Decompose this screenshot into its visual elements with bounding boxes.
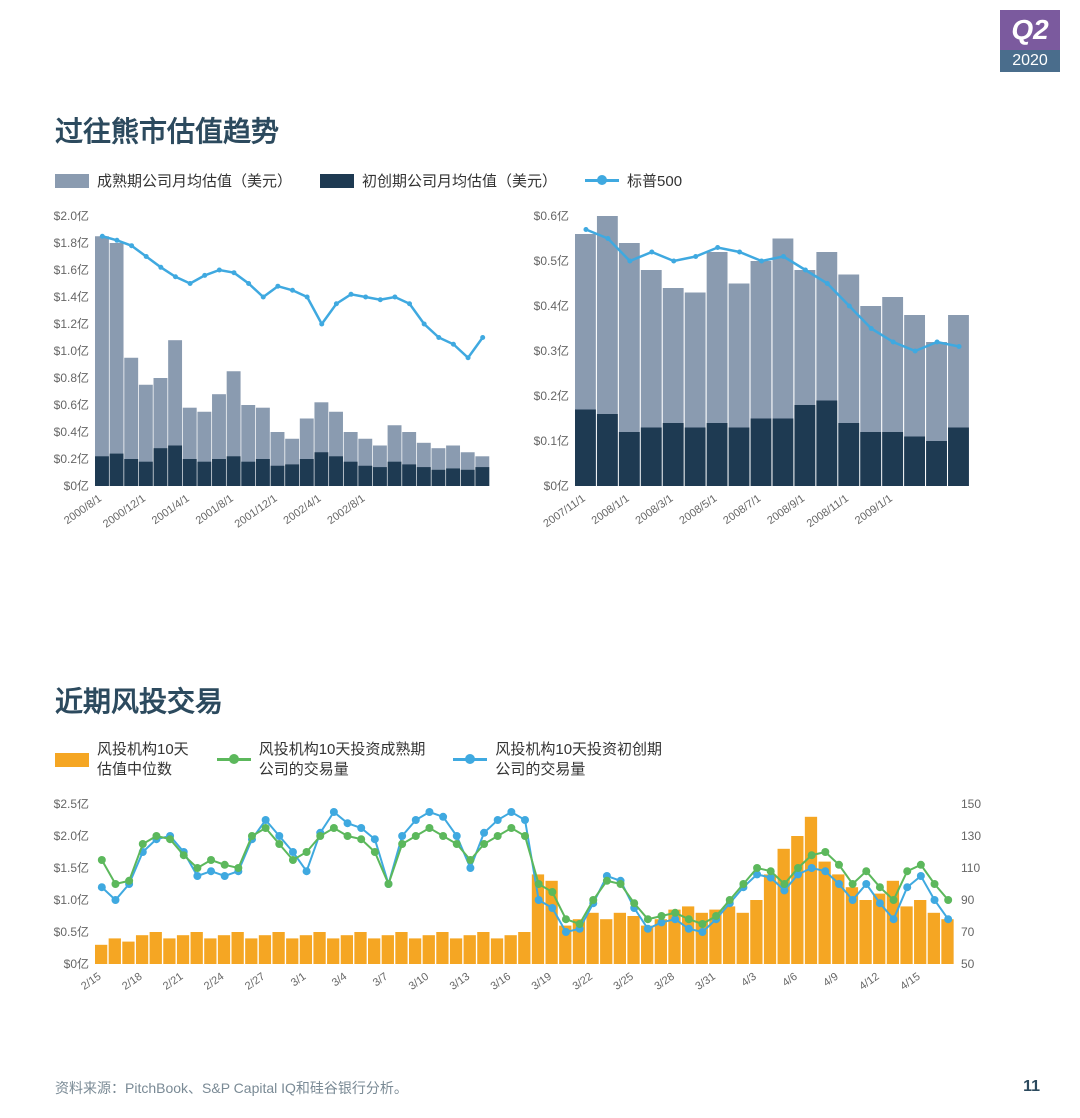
svg-text:2000/8/1: 2000/8/1	[62, 493, 104, 527]
svg-text:$2.5亿: $2.5亿	[54, 799, 89, 811]
svg-text:2/18: 2/18	[120, 971, 144, 993]
legend-item: 成熟期公司月均估值（美元）	[55, 170, 292, 191]
svg-text:$1.4亿: $1.4亿	[54, 289, 89, 304]
svg-text:4/9: 4/9	[821, 971, 840, 990]
svg-text:$1.6亿: $1.6亿	[54, 262, 89, 277]
svg-text:130: 130	[961, 829, 981, 843]
svg-text:2008/1/1: 2008/1/1	[590, 493, 632, 527]
legend-item: 风投机构10天 估值中位数	[55, 740, 189, 779]
svg-text:2008/5/1: 2008/5/1	[677, 493, 719, 527]
svg-text:2008/7/1: 2008/7/1	[721, 493, 763, 527]
svg-text:2/21: 2/21	[161, 971, 185, 993]
svg-text:3/1: 3/1	[289, 971, 308, 990]
quarter-label: Q2	[1000, 10, 1060, 50]
svg-text:2007/11/1: 2007/11/1	[541, 493, 587, 530]
svg-text:150: 150	[961, 799, 981, 811]
svg-text:3/4: 3/4	[330, 971, 349, 990]
svg-text:2001/4/1: 2001/4/1	[150, 493, 192, 527]
svg-text:$0.5亿: $0.5亿	[54, 924, 89, 939]
svg-text:2000/12/1: 2000/12/1	[101, 493, 148, 531]
section2-legend: 风投机构10天 估值中位数风投机构10天投资成熟期 公司的交易量风投机构10天投…	[55, 740, 1080, 779]
svg-text:2009/1/1: 2009/1/1	[853, 493, 895, 527]
svg-text:2/15: 2/15	[79, 971, 103, 993]
svg-text:$0亿: $0亿	[544, 478, 569, 493]
chart-bear-2008: $0亿 $0.1亿 $0.2亿 $0.3亿 $0.4亿 $0.5亿 $0.6亿 2007/11…	[520, 211, 980, 541]
svg-text:3/13: 3/13	[448, 971, 472, 993]
svg-text:2002/4/1: 2002/4/1	[282, 493, 324, 527]
svg-text:$1.2亿: $1.2亿	[54, 316, 89, 331]
page-number: 11	[1023, 1078, 1040, 1098]
svg-text:$0.2亿: $0.2亿	[54, 451, 89, 466]
svg-text:3/10: 3/10	[407, 971, 431, 993]
svg-text:3/7: 3/7	[371, 971, 390, 990]
svg-text:$0.1亿: $0.1亿	[534, 433, 569, 448]
svg-text:2001/12/1: 2001/12/1	[233, 493, 280, 531]
svg-text:3/22: 3/22	[571, 971, 595, 993]
chart-bear-2000: $0亿 $0.2亿 $0.4亿 $0.6亿 $0.8亿 $1.0亿 $1.2亿 $1.4亿 $1…	[40, 211, 500, 541]
chart-recent-vc: $0亿 $0.5亿 $1.0亿 $1.5亿 $2.0亿 $2.5亿 50 70 90 110 130…	[40, 799, 1000, 1009]
legend-item: 风投机构10天投资成熟期 公司的交易量	[217, 740, 426, 779]
svg-text:$1.5亿: $1.5亿	[54, 860, 89, 875]
section2-title: 近期风投交易	[55, 680, 1080, 720]
svg-text:2001/8/1: 2001/8/1	[194, 493, 236, 527]
section1-title: 过往熊市估值趋势	[55, 110, 1080, 150]
svg-text:$0.8亿: $0.8亿	[54, 370, 89, 385]
svg-text:$0亿: $0亿	[64, 478, 89, 493]
svg-text:$0亿: $0亿	[64, 956, 89, 971]
svg-text:$1.0亿: $1.0亿	[54, 343, 89, 358]
svg-text:2/27: 2/27	[243, 971, 267, 993]
year-label: 2020	[1000, 50, 1060, 72]
svg-text:3/31: 3/31	[693, 971, 717, 993]
svg-text:$0.6亿: $0.6亿	[534, 211, 569, 223]
svg-text:3/16: 3/16	[489, 971, 513, 993]
svg-text:$2.0亿: $2.0亿	[54, 828, 89, 843]
svg-text:70: 70	[961, 925, 975, 939]
legend-item: 标普500	[585, 170, 682, 191]
svg-text:110: 110	[961, 861, 980, 875]
svg-text:$2.0亿: $2.0亿	[54, 211, 89, 223]
svg-text:2008/3/1: 2008/3/1	[634, 493, 676, 527]
svg-text:4/3: 4/3	[739, 971, 758, 990]
svg-text:$0.4亿: $0.4亿	[54, 424, 89, 439]
quarter-badge: Q2 2020	[1000, 10, 1060, 72]
footer: 资料来源：PitchBook、S&P Capital IQ和硅谷银行分析。 11	[55, 1078, 1040, 1098]
svg-text:$0.6亿: $0.6亿	[54, 397, 89, 412]
svg-text:90: 90	[961, 893, 975, 907]
svg-text:2008/11/1: 2008/11/1	[805, 493, 851, 530]
svg-text:4/12: 4/12	[857, 971, 881, 993]
svg-text:$0.4亿: $0.4亿	[534, 298, 569, 313]
svg-text:50: 50	[961, 957, 975, 971]
svg-text:2002/8/1: 2002/8/1	[325, 493, 367, 527]
svg-text:4/15: 4/15	[898, 971, 922, 993]
svg-text:$0.2亿: $0.2亿	[534, 388, 569, 403]
legend-item: 风投机构10天投资初创期 公司的交易量	[453, 740, 662, 779]
source-note: 资料来源：PitchBook、S&P Capital IQ和硅谷银行分析。	[55, 1078, 408, 1098]
svg-text:3/28: 3/28	[652, 971, 676, 993]
svg-text:3/25: 3/25	[611, 971, 635, 993]
svg-text:$1.0亿: $1.0亿	[54, 892, 89, 907]
svg-text:$0.5亿: $0.5亿	[534, 253, 569, 268]
legend-item: 初创期公司月均估值（美元）	[320, 170, 557, 191]
section1-legend: 成熟期公司月均估值（美元） 初创期公司月均估值（美元） 标普500	[55, 170, 1080, 191]
svg-text:3/19: 3/19	[530, 971, 554, 993]
svg-text:4/6: 4/6	[780, 971, 799, 990]
svg-text:2008/9/1: 2008/9/1	[765, 493, 807, 527]
svg-text:2/24: 2/24	[202, 971, 226, 993]
svg-text:$1.8亿: $1.8亿	[54, 235, 89, 250]
svg-text:$0.3亿: $0.3亿	[534, 343, 569, 358]
